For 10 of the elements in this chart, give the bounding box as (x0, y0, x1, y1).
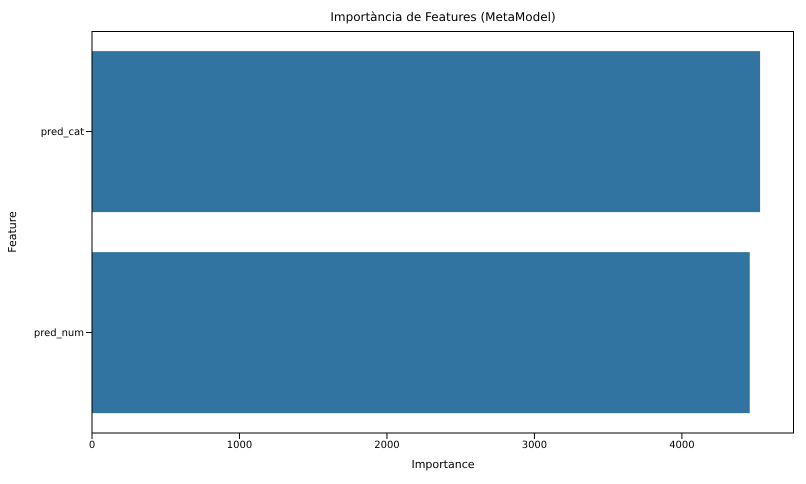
x-tick-label: 1000 (226, 440, 252, 452)
y-tick-label: pred_cat (40, 127, 84, 138)
x-tick-label: 4000 (669, 440, 695, 452)
x-tick-label: 2000 (374, 440, 400, 452)
y-tick-label: pred_num (34, 328, 84, 340)
chart-title: Importància de Features (MetaModel) (329, 10, 557, 24)
x-tick-label: 0 (88, 440, 96, 452)
x-tick-label: 3000 (522, 440, 548, 452)
y-axis-title: Feature (6, 210, 19, 253)
x-axis-title: Importance (411, 458, 475, 471)
